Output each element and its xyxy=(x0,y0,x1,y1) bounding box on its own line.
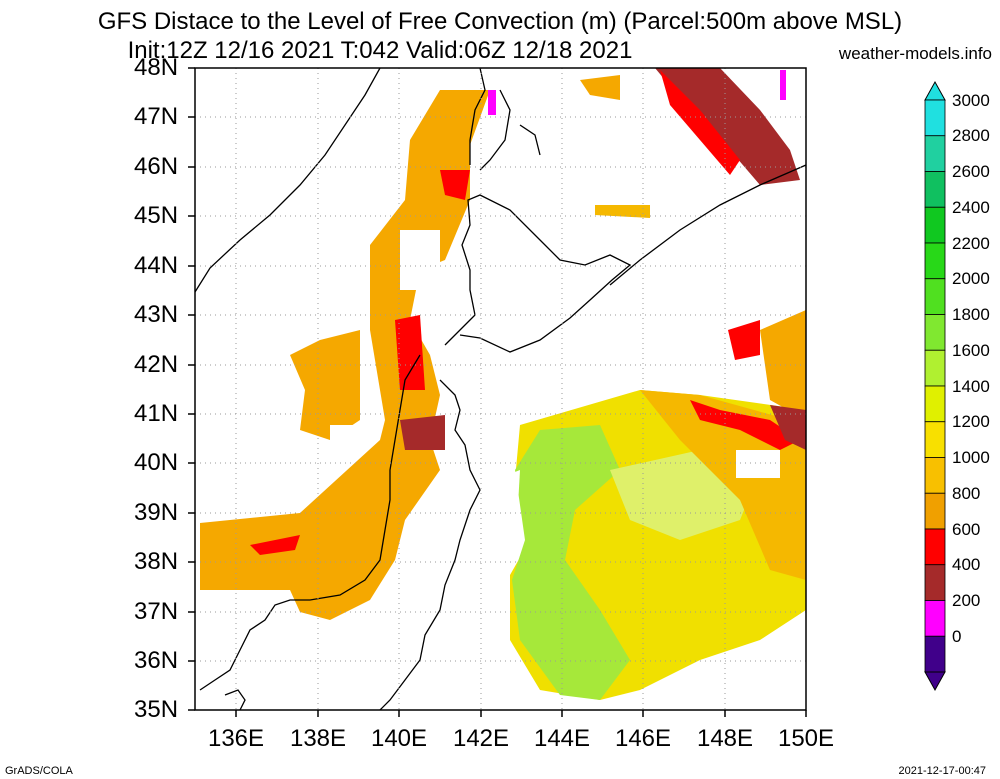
coast-sakhalin xyxy=(469,68,541,171)
footer-timestamp: 2021-12-17-00:47 xyxy=(898,765,986,777)
plot-frame xyxy=(194,67,807,711)
colorbar-segment xyxy=(924,492,946,530)
lon-label: 146E xyxy=(614,725,672,752)
lon-label: 144E xyxy=(533,725,591,752)
colorbar-label: 800 xyxy=(952,483,981,503)
lat-label: 48N xyxy=(134,54,179,81)
coast-kurils xyxy=(609,164,806,286)
coastlines xyxy=(195,68,806,710)
lat-label: 40N xyxy=(134,449,179,476)
colorbar-label: 3000 xyxy=(952,90,990,110)
lat-label: 38N xyxy=(134,548,179,575)
colorbar-segment xyxy=(924,457,946,494)
field-magenta-n xyxy=(488,90,496,115)
field-green-east xyxy=(512,425,630,700)
colorbar-segment xyxy=(924,528,946,566)
field-orange-ne xyxy=(580,75,620,100)
colorbar-segment xyxy=(924,99,946,137)
colorbar-segment xyxy=(924,564,946,601)
lfc-field xyxy=(200,68,806,700)
lon-label: 148E xyxy=(696,725,754,752)
axis-ticks xyxy=(188,67,807,717)
field-gap1 xyxy=(736,450,780,478)
lat-label: 37N xyxy=(134,598,179,625)
lat-label: 43N xyxy=(134,301,179,328)
chart-subtitle: Init:12Z 12/16 2021 T:042 Valid:06Z 12/1… xyxy=(127,37,633,64)
field-orange-sea xyxy=(290,330,360,440)
colorbar-label: 2200 xyxy=(952,233,990,253)
colorbar-segment xyxy=(924,314,946,351)
colorbar-label: 0 xyxy=(952,626,962,646)
lon-label: 136E xyxy=(207,725,265,752)
colorbar-label: 400 xyxy=(952,555,981,575)
lat-label: 39N xyxy=(134,499,179,526)
field-brown-streak1 xyxy=(770,405,806,450)
colorbar xyxy=(924,80,946,692)
gridlines xyxy=(195,68,806,710)
coast-honshu-w xyxy=(199,354,421,691)
field-red-coast xyxy=(395,315,425,390)
field-brown-coast xyxy=(400,415,445,450)
colorbar-segment xyxy=(924,278,946,315)
field-gap4 xyxy=(470,470,520,565)
coast-asia xyxy=(195,68,381,293)
field-magenta-ne xyxy=(780,70,786,100)
colorbar-segment xyxy=(924,635,946,673)
colorbar-label: 2600 xyxy=(952,162,990,181)
field-orange-west xyxy=(200,90,490,620)
chart-title: GFS Distace to the Level of Free Convect… xyxy=(97,8,903,35)
lon-label: 150E xyxy=(777,725,835,752)
field-brown-ne xyxy=(655,68,800,185)
field-gap2 xyxy=(330,425,360,450)
field-red-ne xyxy=(660,70,740,175)
colorbar-label: 1400 xyxy=(952,376,990,396)
field-orange-mid xyxy=(595,205,650,218)
colorbar-segment xyxy=(924,385,946,423)
lat-label: 45N xyxy=(134,202,179,229)
lat-label: 44N xyxy=(134,252,179,279)
colorbar-segment xyxy=(924,206,946,244)
colorbar-label: 200 xyxy=(952,591,981,610)
colorbar-segment xyxy=(924,421,946,458)
colorbar-label: 1800 xyxy=(952,305,990,324)
field-red-streak2 xyxy=(728,320,760,360)
colorbar-label: 1000 xyxy=(952,448,990,467)
field-red-west1 xyxy=(250,535,300,555)
field-orange-right xyxy=(760,310,806,420)
lat-label: 36N xyxy=(134,647,179,674)
colorbar-label: 2800 xyxy=(952,126,990,146)
lon-label: 140E xyxy=(370,725,428,752)
colorbar-segment xyxy=(924,135,946,172)
coast-honshu-n xyxy=(379,379,481,710)
colorbar-bottom-arrow xyxy=(924,671,946,692)
colorbar-segment xyxy=(924,171,946,208)
coast-kyushu xyxy=(224,689,246,710)
lat-label: 47N xyxy=(134,103,179,130)
lat-label: 42N xyxy=(134,351,179,378)
lon-label: 142E xyxy=(452,725,510,752)
site-label: weather-models.info xyxy=(838,44,992,63)
field-red-streak1 xyxy=(690,400,800,450)
colorbar-segment xyxy=(924,242,946,280)
colorbar-label: 1200 xyxy=(952,412,990,432)
colorbar-label: 1600 xyxy=(952,340,990,360)
colorbar-segment xyxy=(924,349,946,387)
colorbar-label: 2400 xyxy=(952,197,990,217)
field-red-n xyxy=(440,170,470,200)
lon-label: 138E xyxy=(289,725,347,752)
colorbar-segment xyxy=(924,600,946,637)
footer-credit: GrADS/COLA xyxy=(5,765,73,777)
field-gap3 xyxy=(400,230,440,290)
map-layer xyxy=(195,68,806,710)
lat-label: 35N xyxy=(134,696,179,723)
lat-label: 46N xyxy=(134,153,179,180)
colorbar-top-arrow xyxy=(924,80,946,101)
coast-hokkaido xyxy=(444,194,632,353)
colorbar-label: 2000 xyxy=(952,269,990,289)
colorbar-label: 600 xyxy=(952,519,981,539)
lat-label: 41N xyxy=(134,400,179,427)
